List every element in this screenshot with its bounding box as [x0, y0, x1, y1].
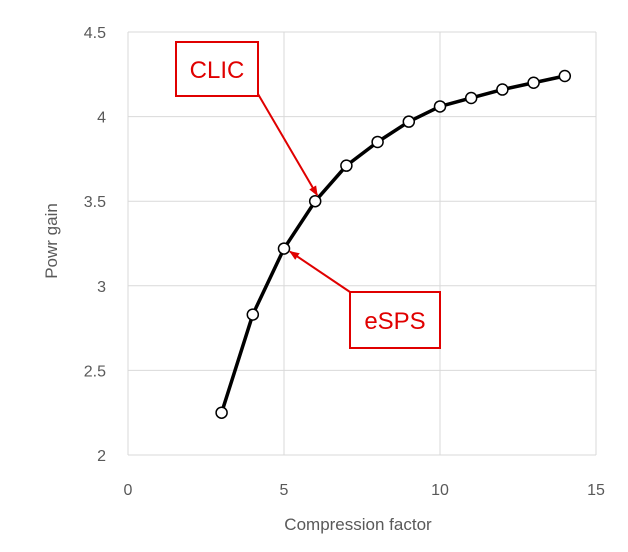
- callout-clic-box: [175, 41, 259, 97]
- data-point: [402, 115, 416, 128]
- x-axis-label: Compression factor: [284, 515, 432, 534]
- data-point: [527, 76, 540, 90]
- data-point: [464, 91, 478, 105]
- y-tick-label: 4: [97, 110, 106, 127]
- x-tick-label: 5: [280, 482, 289, 499]
- callout-esps-label: eSPS: [364, 308, 425, 335]
- x-tick-label: 0: [124, 482, 133, 499]
- y-tick-label: 3.5: [84, 194, 106, 211]
- data-point: [433, 100, 447, 113]
- y-tick-label: 2.5: [84, 363, 106, 380]
- callout-esps-box: [349, 291, 441, 349]
- data-point: [558, 69, 572, 83]
- data-point: [246, 308, 260, 321]
- data-point: [496, 83, 509, 96]
- y-tick-label: 4.5: [84, 25, 106, 42]
- data-point: [340, 159, 353, 172]
- data-point: [277, 242, 291, 255]
- y-tick-label: 3: [97, 279, 106, 296]
- callout-esps-arrow: [289, 250, 351, 293]
- grid: [127, 31, 597, 456]
- data-point: [308, 194, 322, 208]
- series-line: [219, 74, 566, 414]
- callout-clic-label: CLIC: [190, 57, 245, 84]
- callout-esps: eSPS: [289, 250, 441, 349]
- series: [215, 69, 572, 419]
- callout-clic: CLIC: [175, 41, 319, 197]
- data-point: [371, 135, 384, 149]
- y-tick-label: 2: [97, 448, 106, 465]
- ticks: 2 2.5 3 3.5 4 4.5 0 5 10 15: [84, 25, 605, 499]
- x-tick-label: 10: [431, 482, 449, 499]
- x-tick-label: 15: [587, 482, 605, 499]
- callout-clic-arrow: [257, 93, 319, 197]
- y-axis-label: Powr gain: [42, 203, 61, 279]
- data-point: [215, 406, 228, 419]
